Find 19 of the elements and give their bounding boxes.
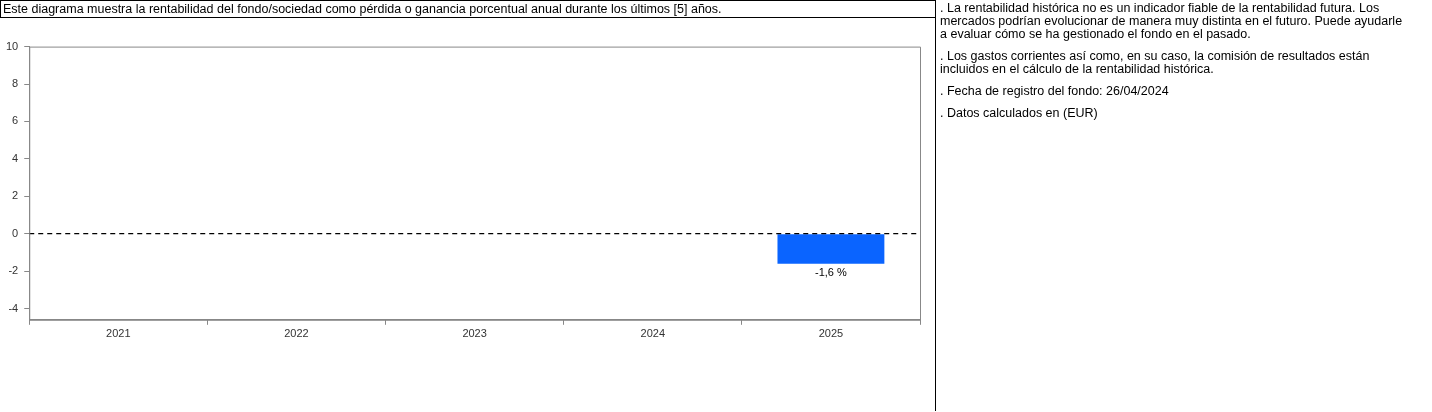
text: . Fecha de registro del fondo: 26/04/2024 — [940, 84, 1170, 98]
y-tick-label: 8 — [12, 77, 19, 90]
y-tick-label: -4 — [8, 301, 19, 314]
y-tick-label: 4 — [12, 151, 19, 164]
x-tick-label: 2024 — [640, 327, 666, 340]
data-label: -1,6 % — [815, 266, 848, 279]
text: . La rentabilidad histórica no es un indicador fiable de la rentabilidad futura. Los mercados podrían evolucionar de manera muy distinta en el futuro. Puede ayudarle a evaluar cómo se ha gestionado el fondo en el pasado. — [940, 1, 1404, 41]
text: . Los gastos corrientes así como, en su caso, la comisión de resultados están incluidos en el cálculo de la rentabilidad histórica. — [940, 49, 1371, 76]
chart-title: Este diagrama muestra la rentabilidad del fondo/sociedad como pérdida o ganancia porcentual anual durante los últimos [5] años. — [0, 0, 936, 18]
y-tick-label: 0 — [12, 226, 19, 239]
y-tick-label: 2 — [12, 189, 19, 202]
y-tick-label: 10 — [5, 39, 19, 52]
y-tick-label: -2 — [8, 264, 19, 277]
x-tick-label: 2025 — [818, 327, 844, 340]
text: . Datos calculados en (EUR) — [940, 106, 1099, 120]
x-tick-label: 2022 — [284, 327, 309, 340]
y-tick-label: 6 — [12, 114, 19, 127]
x-tick-label: 2023 — [462, 327, 487, 340]
x-tick-label: 2021 — [106, 327, 131, 340]
